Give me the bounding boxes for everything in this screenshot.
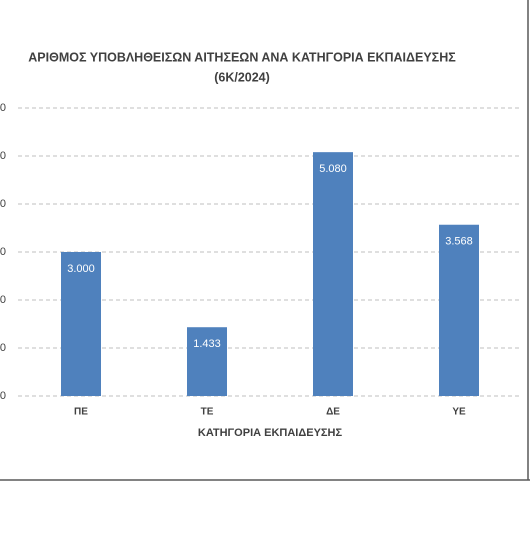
y-tick-label: 3.000 [0,246,6,258]
y-tick-label: 6.000 [0,102,6,114]
y-tick-label: 5.000 [0,150,6,162]
bar [439,224,479,396]
y-tick-label: 0 [0,390,6,402]
bar [313,152,353,396]
data-label: 3.000 [67,263,95,275]
data-label: 5.080 [319,163,347,175]
y-tick-label: 2.000 [0,294,6,306]
x-tick-label: ΤΕ [201,407,214,418]
bar [187,327,227,396]
chart-subtitle: (6Κ/2024) [214,70,270,84]
y-tick-label: 1.000 [0,342,6,354]
data-label: 1.433 [193,338,221,350]
chart-title: ΑΡΙΘΜΟΣ ΥΠΟΒΛΗΘΕΙΣΩΝ ΑΙΤΗΣΕΩΝ ΑΝΑ ΚΑΤΗΓΟ… [28,50,456,64]
bar [61,252,101,396]
data-label: 3.568 [445,236,473,248]
x-tick-label: ΥΕ [452,407,466,418]
x-tick-label: ΠΕ [74,407,88,418]
y-tick-label: 4.000 [0,198,6,210]
x-tick-label: ΔΕ [326,407,340,418]
x-axis-label: ΚΑΤΗΓΟΡΙΑ ΕΚΠΑΙΔΕΥΣΗΣ [198,427,343,439]
